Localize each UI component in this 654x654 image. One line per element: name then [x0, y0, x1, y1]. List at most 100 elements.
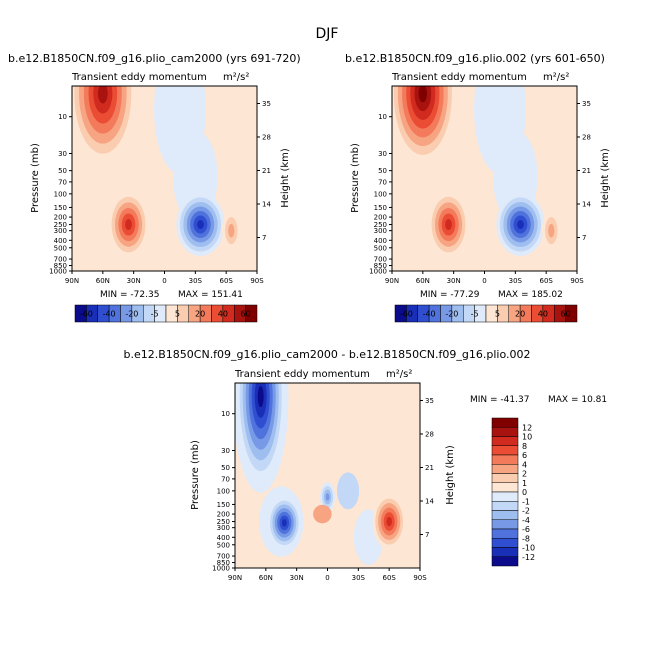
y-tick-label: 300 [217, 524, 230, 532]
ylabel-left: Pressure (mb) [350, 143, 361, 213]
y-tick-right-label: 21 [262, 167, 271, 175]
y-tick-right-label: 21 [582, 167, 591, 175]
y-tick-label: 300 [374, 227, 387, 235]
y-tick-label: 850 [374, 262, 387, 270]
y-tick-label: 50 [378, 167, 387, 175]
colorbar-cell [565, 304, 578, 323]
stats-min: MIN = -41.37 [470, 395, 529, 405]
field-plot [235, 383, 420, 568]
colorbar-label: 40 [218, 310, 228, 319]
negative-minimum [197, 220, 204, 230]
colorbar-cell [491, 417, 519, 428]
colorbar-label: 40 [538, 310, 548, 319]
axis-ticks: 90N 60N 30N 0 30S 60S 90S103050701001502002503… [49, 100, 271, 285]
colorbar-cell [491, 445, 519, 456]
y-tick-label: 100 [54, 190, 67, 198]
figure-title: DJF [316, 26, 339, 42]
panel-subtitle: Transient eddy momentum [391, 72, 527, 83]
y-tick-right-label: 14 [262, 200, 271, 208]
colorbar-top-right: -60 -40 -20 -5 5 20 40 60 [394, 304, 578, 323]
colorbar-label: -5 [151, 310, 159, 319]
y-tick-right-label: 28 [425, 430, 434, 438]
negative-minimum [325, 493, 330, 501]
positive-maximum [125, 219, 132, 231]
y-tick-label: 30 [58, 150, 67, 158]
colorbar-label: -40 [423, 310, 436, 319]
stats-max: MAX = 10.81 [548, 395, 607, 405]
panel-title: b.e12.B1850CN.f09_g16.plio.002 (yrs 601-… [345, 52, 605, 65]
colorbar-cell [491, 538, 519, 548]
y-tick-right-label: 7 [262, 234, 266, 242]
colorbar-cell [491, 547, 519, 557]
y-tick-right-label: 35 [262, 100, 271, 108]
y-tick-label: 200 [54, 214, 67, 222]
colorbar-label: -12 [522, 553, 535, 562]
x-tick-label: 60S [539, 277, 553, 285]
y-tick-label: 400 [54, 237, 67, 245]
y-tick-label: 200 [374, 214, 387, 222]
colorbar-label: -40 [103, 310, 116, 319]
x-tick-label: 30S [189, 277, 203, 285]
y-tick-label: 400 [374, 237, 387, 245]
ylabel-left: Pressure (mb) [190, 440, 201, 510]
colorbar-label: 60 [241, 310, 251, 319]
panel-units: m²/s² [386, 369, 412, 380]
colorbar-label: 20 [515, 310, 525, 319]
positive-maximum [98, 86, 108, 104]
colorbar-label: -5 [471, 310, 479, 319]
stats-max: MAX = 151.41 [178, 290, 243, 300]
y-tick-label: 150 [217, 501, 230, 509]
colorbar-label: 2 [522, 470, 527, 479]
y-tick-label: 100 [217, 487, 230, 495]
colorbar-label: 20 [195, 310, 205, 319]
colorbar-label: 4 [522, 460, 527, 469]
positive-maximum [445, 219, 452, 231]
y-tick-label: 50 [58, 167, 67, 175]
panel-subtitle: Transient eddy momentum [71, 72, 207, 83]
y-tick-right-label: 14 [425, 497, 434, 505]
panel-subtitle: Transient eddy momentum [234, 369, 370, 380]
y-tick-label: 500 [374, 244, 387, 252]
x-tick-label: 90S [413, 574, 427, 582]
panel-top-right: b.e12.B1850CN.f09_g16.plio.002 (yrs 601-… [345, 52, 611, 300]
colorbar-label: 5 [175, 310, 180, 319]
colorbar-cell [491, 473, 519, 483]
y-tick-label: 10 [58, 113, 67, 121]
colorbar-label: 5 [495, 310, 500, 319]
colorbar-top-left: -60 -40 -20 -5 5 20 40 60 [74, 304, 258, 323]
colorbar-cell [491, 454, 519, 465]
field-plot [392, 86, 577, 271]
y-tick-label: 1000 [49, 268, 67, 276]
colorbar-label: 6 [522, 451, 527, 460]
y-tick-label: 400 [217, 534, 230, 542]
stats-max: MAX = 185.02 [498, 290, 563, 300]
y-tick-label: 700 [217, 553, 230, 561]
y-tick-label: 70 [58, 178, 67, 186]
colorbar-label: -60 [80, 310, 93, 319]
x-tick-label: 90N [228, 574, 242, 582]
colorbar-cell [491, 436, 519, 446]
y-tick-label: 70 [221, 475, 230, 483]
y-tick-label: 850 [217, 559, 230, 567]
panel-units: m²/s² [223, 72, 249, 83]
y-tick-label: 50 [221, 464, 230, 472]
y-tick-label: 300 [54, 227, 67, 235]
colorbar-cell [491, 528, 519, 539]
colorbar-cell [491, 501, 519, 511]
panel-bottom: b.e12.B1850CN.f09_g16.plio_cam2000 - b.e… [124, 348, 608, 582]
x-tick-label: 30N [127, 277, 141, 285]
weak-negative-region [336, 472, 360, 510]
y-tick-label: 70 [378, 178, 387, 186]
y-tick-right-label: 35 [582, 100, 591, 108]
y-tick-label: 500 [217, 541, 230, 549]
colorbar-label: -2 [522, 507, 530, 516]
ylabel-right: Height (km) [280, 148, 291, 208]
colorbar-label: -20 [125, 310, 138, 319]
y-tick-label: 30 [378, 150, 387, 158]
y-tick-label: 1000 [369, 268, 387, 276]
x-tick-label: 60N [416, 277, 430, 285]
colorbar-label: 60 [561, 310, 571, 319]
axis-ticks: 90N 60N 30N 0 30S 60S 90S103050701001502002503… [369, 100, 591, 285]
y-tick-right-label: 7 [425, 531, 429, 539]
